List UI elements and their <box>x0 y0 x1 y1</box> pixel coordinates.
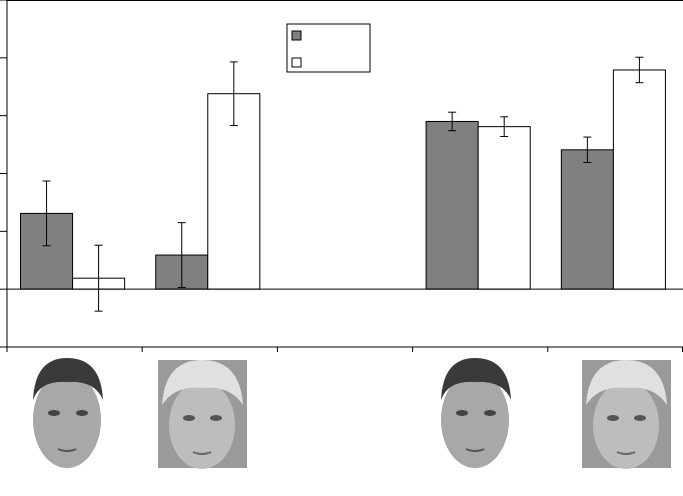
face-female <box>158 360 247 469</box>
bar <box>425 120 479 290</box>
legend-swatch <box>291 57 302 68</box>
bar <box>612 69 666 290</box>
face-male <box>33 358 103 468</box>
face-images <box>33 358 671 469</box>
face-female <box>582 360 671 469</box>
bar <box>560 149 614 290</box>
bar <box>477 126 531 290</box>
legend-swatch <box>291 30 302 41</box>
bar <box>207 93 261 290</box>
face-male <box>441 358 511 468</box>
